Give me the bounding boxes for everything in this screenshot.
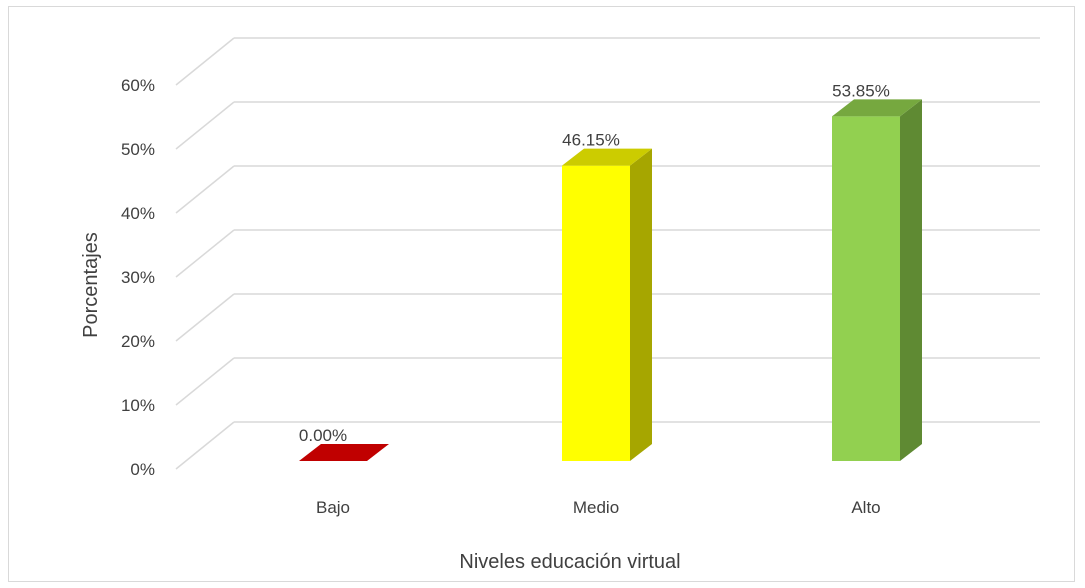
y-axis-ticks: 0% 10% 20% 30% 40% 50% 60%: [121, 76, 155, 479]
bar-front: [562, 165, 630, 461]
gridline-diagonal: [175, 101, 235, 150]
bar-side: [630, 148, 652, 461]
y-tick-label: 40%: [121, 204, 155, 223]
y-tick-label: 0%: [130, 460, 155, 479]
gridline-diagonal: [175, 165, 235, 214]
data-labels: 0.00% 46.15% 53.85%: [299, 81, 890, 445]
data-label: 53.85%: [832, 81, 890, 100]
y-axis-title: Porcentajes: [80, 232, 102, 338]
x-category-label: Bajo: [316, 498, 350, 517]
data-label: 46.15%: [562, 131, 620, 150]
bar-front: [832, 116, 900, 462]
y-tick-label: 60%: [121, 76, 155, 95]
gridline-diagonal: [175, 37, 235, 86]
bar-side: [900, 99, 922, 462]
y-tick-label: 30%: [121, 268, 155, 287]
gridline-diagonal: [175, 357, 235, 406]
gridline-diagonal: [175, 421, 235, 470]
bar-medio: [562, 148, 652, 461]
x-category-label: Medio: [573, 498, 619, 517]
bars: [299, 99, 922, 462]
y-tick-label: 50%: [121, 140, 155, 159]
y-tick-label: 10%: [121, 396, 155, 415]
x-axis-title: Niveles educación virtual: [459, 551, 680, 573]
data-label: 0.00%: [299, 426, 347, 445]
bar-alto: [832, 99, 922, 462]
bar-top: [299, 444, 389, 461]
gridline-diagonal: [175, 293, 235, 342]
x-axis-categories: Bajo Medio Alto: [316, 498, 881, 517]
bar-top: [832, 99, 922, 117]
bar-bajo: [299, 444, 389, 461]
y-tick-label: 20%: [121, 332, 155, 351]
gridline-diagonal: [175, 229, 235, 278]
x-category-label: Alto: [851, 498, 880, 517]
bar-top: [562, 148, 652, 166]
